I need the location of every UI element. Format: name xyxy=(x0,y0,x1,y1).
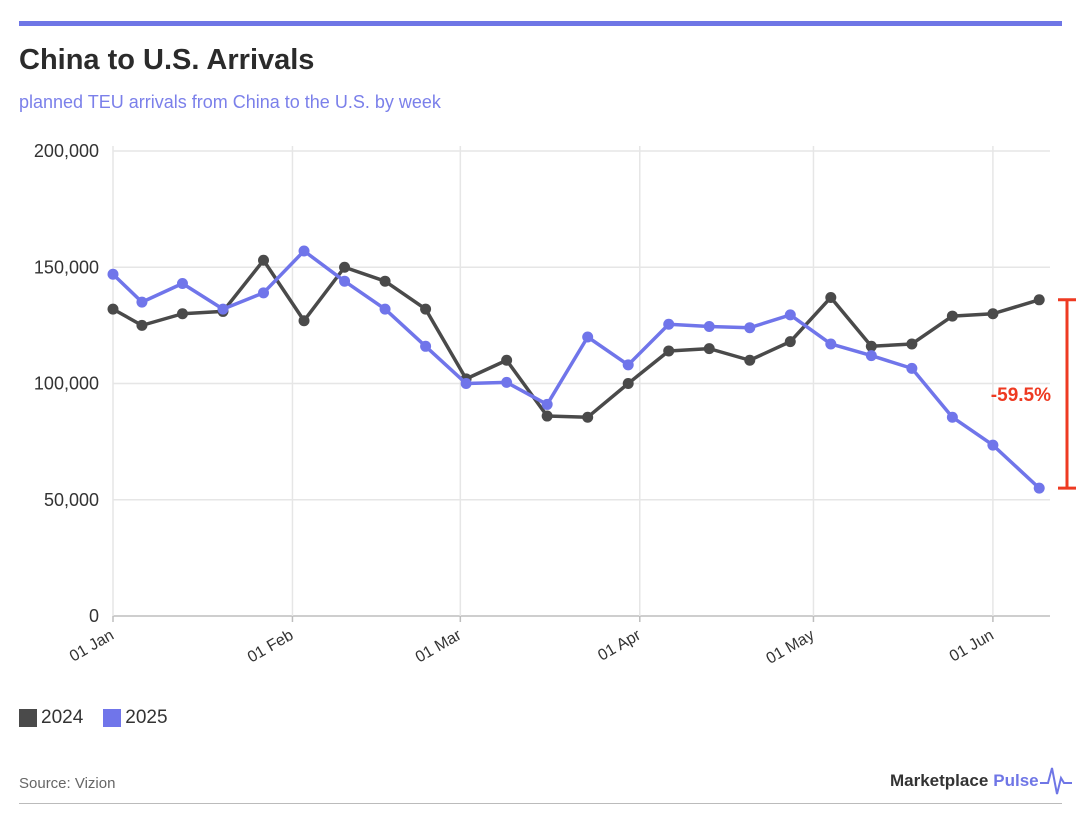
data-point-2024 xyxy=(744,354,756,366)
source-note: Source: Vizion xyxy=(19,775,116,792)
y-axis: 0 50,000 100,000 150,000 200,000 xyxy=(34,141,99,626)
data-point-2025 xyxy=(987,439,999,451)
data-point-2025 xyxy=(107,268,119,280)
data-point-2025 xyxy=(663,318,675,330)
data-point-2025 xyxy=(501,376,513,388)
data-point-2024 xyxy=(1033,294,1045,306)
data-point-2024 xyxy=(622,378,634,389)
data-point-2024 xyxy=(258,254,270,266)
data-point-2024 xyxy=(663,345,675,357)
series xyxy=(107,245,1045,494)
data-point-2025 xyxy=(946,411,958,423)
data-point-2025 xyxy=(703,321,715,333)
data-point-2024 xyxy=(825,291,837,303)
data-point-2024 xyxy=(582,411,594,423)
series-2025 xyxy=(107,245,1045,494)
pulse-icon xyxy=(1039,767,1072,795)
data-point-2024 xyxy=(946,310,958,322)
grid xyxy=(112,146,1050,622)
brand-logo: Marketplace Pulse xyxy=(890,766,1072,796)
series-line-2025 xyxy=(111,249,1041,490)
data-point-2025 xyxy=(784,309,796,321)
data-point-2024 xyxy=(987,308,999,320)
data-point-2025 xyxy=(541,398,553,410)
data-point-2024 xyxy=(541,410,553,422)
data-point-2024 xyxy=(298,315,310,327)
y-tick-label: 50,000 xyxy=(44,490,99,510)
data-point-2024 xyxy=(865,340,877,352)
y-tick-label: 150,000 xyxy=(34,257,99,277)
data-point-2024 xyxy=(703,343,715,355)
x-tick-label: 01 May xyxy=(764,627,818,668)
data-point-2025 xyxy=(582,331,594,343)
data-point-2025 xyxy=(420,340,432,352)
data-point-2025 xyxy=(339,275,351,287)
data-point-2025 xyxy=(906,362,918,374)
data-point-2025 xyxy=(217,303,229,315)
data-point-2025 xyxy=(865,350,877,362)
legend-item-2024: 2024 xyxy=(19,707,83,729)
x-tick-label: 01 Jun xyxy=(947,627,997,666)
data-point-2024 xyxy=(107,303,119,315)
top-accent-bar xyxy=(19,21,1062,26)
data-point-2024 xyxy=(420,303,432,315)
data-point-2024 xyxy=(379,275,391,287)
x-tick-label: 01 Mar xyxy=(413,626,465,666)
brand-accent: Pulse xyxy=(993,771,1039,790)
data-point-2025 xyxy=(298,245,310,257)
y-tick-label: 100,000 xyxy=(34,374,99,394)
x-tick-label: 01 Apr xyxy=(595,626,644,664)
chart-subtitle: planned TEU arrivals from China to the U… xyxy=(19,92,441,112)
legend-label-2025: 2025 xyxy=(125,707,168,728)
data-point-2025 xyxy=(825,338,837,350)
y-tick-label: 200,000 xyxy=(34,141,99,161)
data-point-2025 xyxy=(622,359,634,371)
change-annotation: -59.5% xyxy=(991,298,1076,490)
legend-label-2024: 2024 xyxy=(41,707,84,728)
legend-swatch-2025 xyxy=(103,709,122,727)
data-point-2024 xyxy=(176,308,188,320)
data-point-2025 xyxy=(460,378,472,389)
data-point-2024 xyxy=(906,338,918,350)
x-tick-label: 01 Jan xyxy=(67,627,117,666)
legend-swatch-2024 xyxy=(19,709,37,727)
data-point-2024 xyxy=(501,354,513,366)
line-chart: 0 50,000 100,000 150,000 200,000 01 Jan 01 Fe… xyxy=(34,141,1076,668)
data-point-2025 xyxy=(176,278,188,290)
y-tick-label: 0 xyxy=(89,606,99,626)
data-point-2025 xyxy=(258,287,270,299)
legend: 2024 2025 xyxy=(19,707,170,729)
data-point-2025 xyxy=(136,296,148,308)
brand-name: Marketplace xyxy=(890,771,989,790)
data-point-2025 xyxy=(744,322,756,334)
chart-title: China to U.S. Arrivals xyxy=(19,44,315,76)
annotation-label: -59.5% xyxy=(991,385,1051,406)
x-axis: 01 Jan 01 Feb 01 Mar 01 Apr 01 May 01 Jun xyxy=(67,626,997,667)
data-point-2024 xyxy=(136,319,148,331)
footer-divider xyxy=(19,803,1062,804)
data-point-2025 xyxy=(1033,482,1045,494)
series-line-2024 xyxy=(112,258,1040,419)
data-point-2024 xyxy=(339,261,351,273)
x-tick-label: 01 Feb xyxy=(245,627,297,667)
series-2024 xyxy=(107,254,1045,423)
data-point-2025 xyxy=(379,303,391,315)
data-point-2024 xyxy=(784,336,796,348)
legend-item-2025: 2025 xyxy=(103,707,168,729)
